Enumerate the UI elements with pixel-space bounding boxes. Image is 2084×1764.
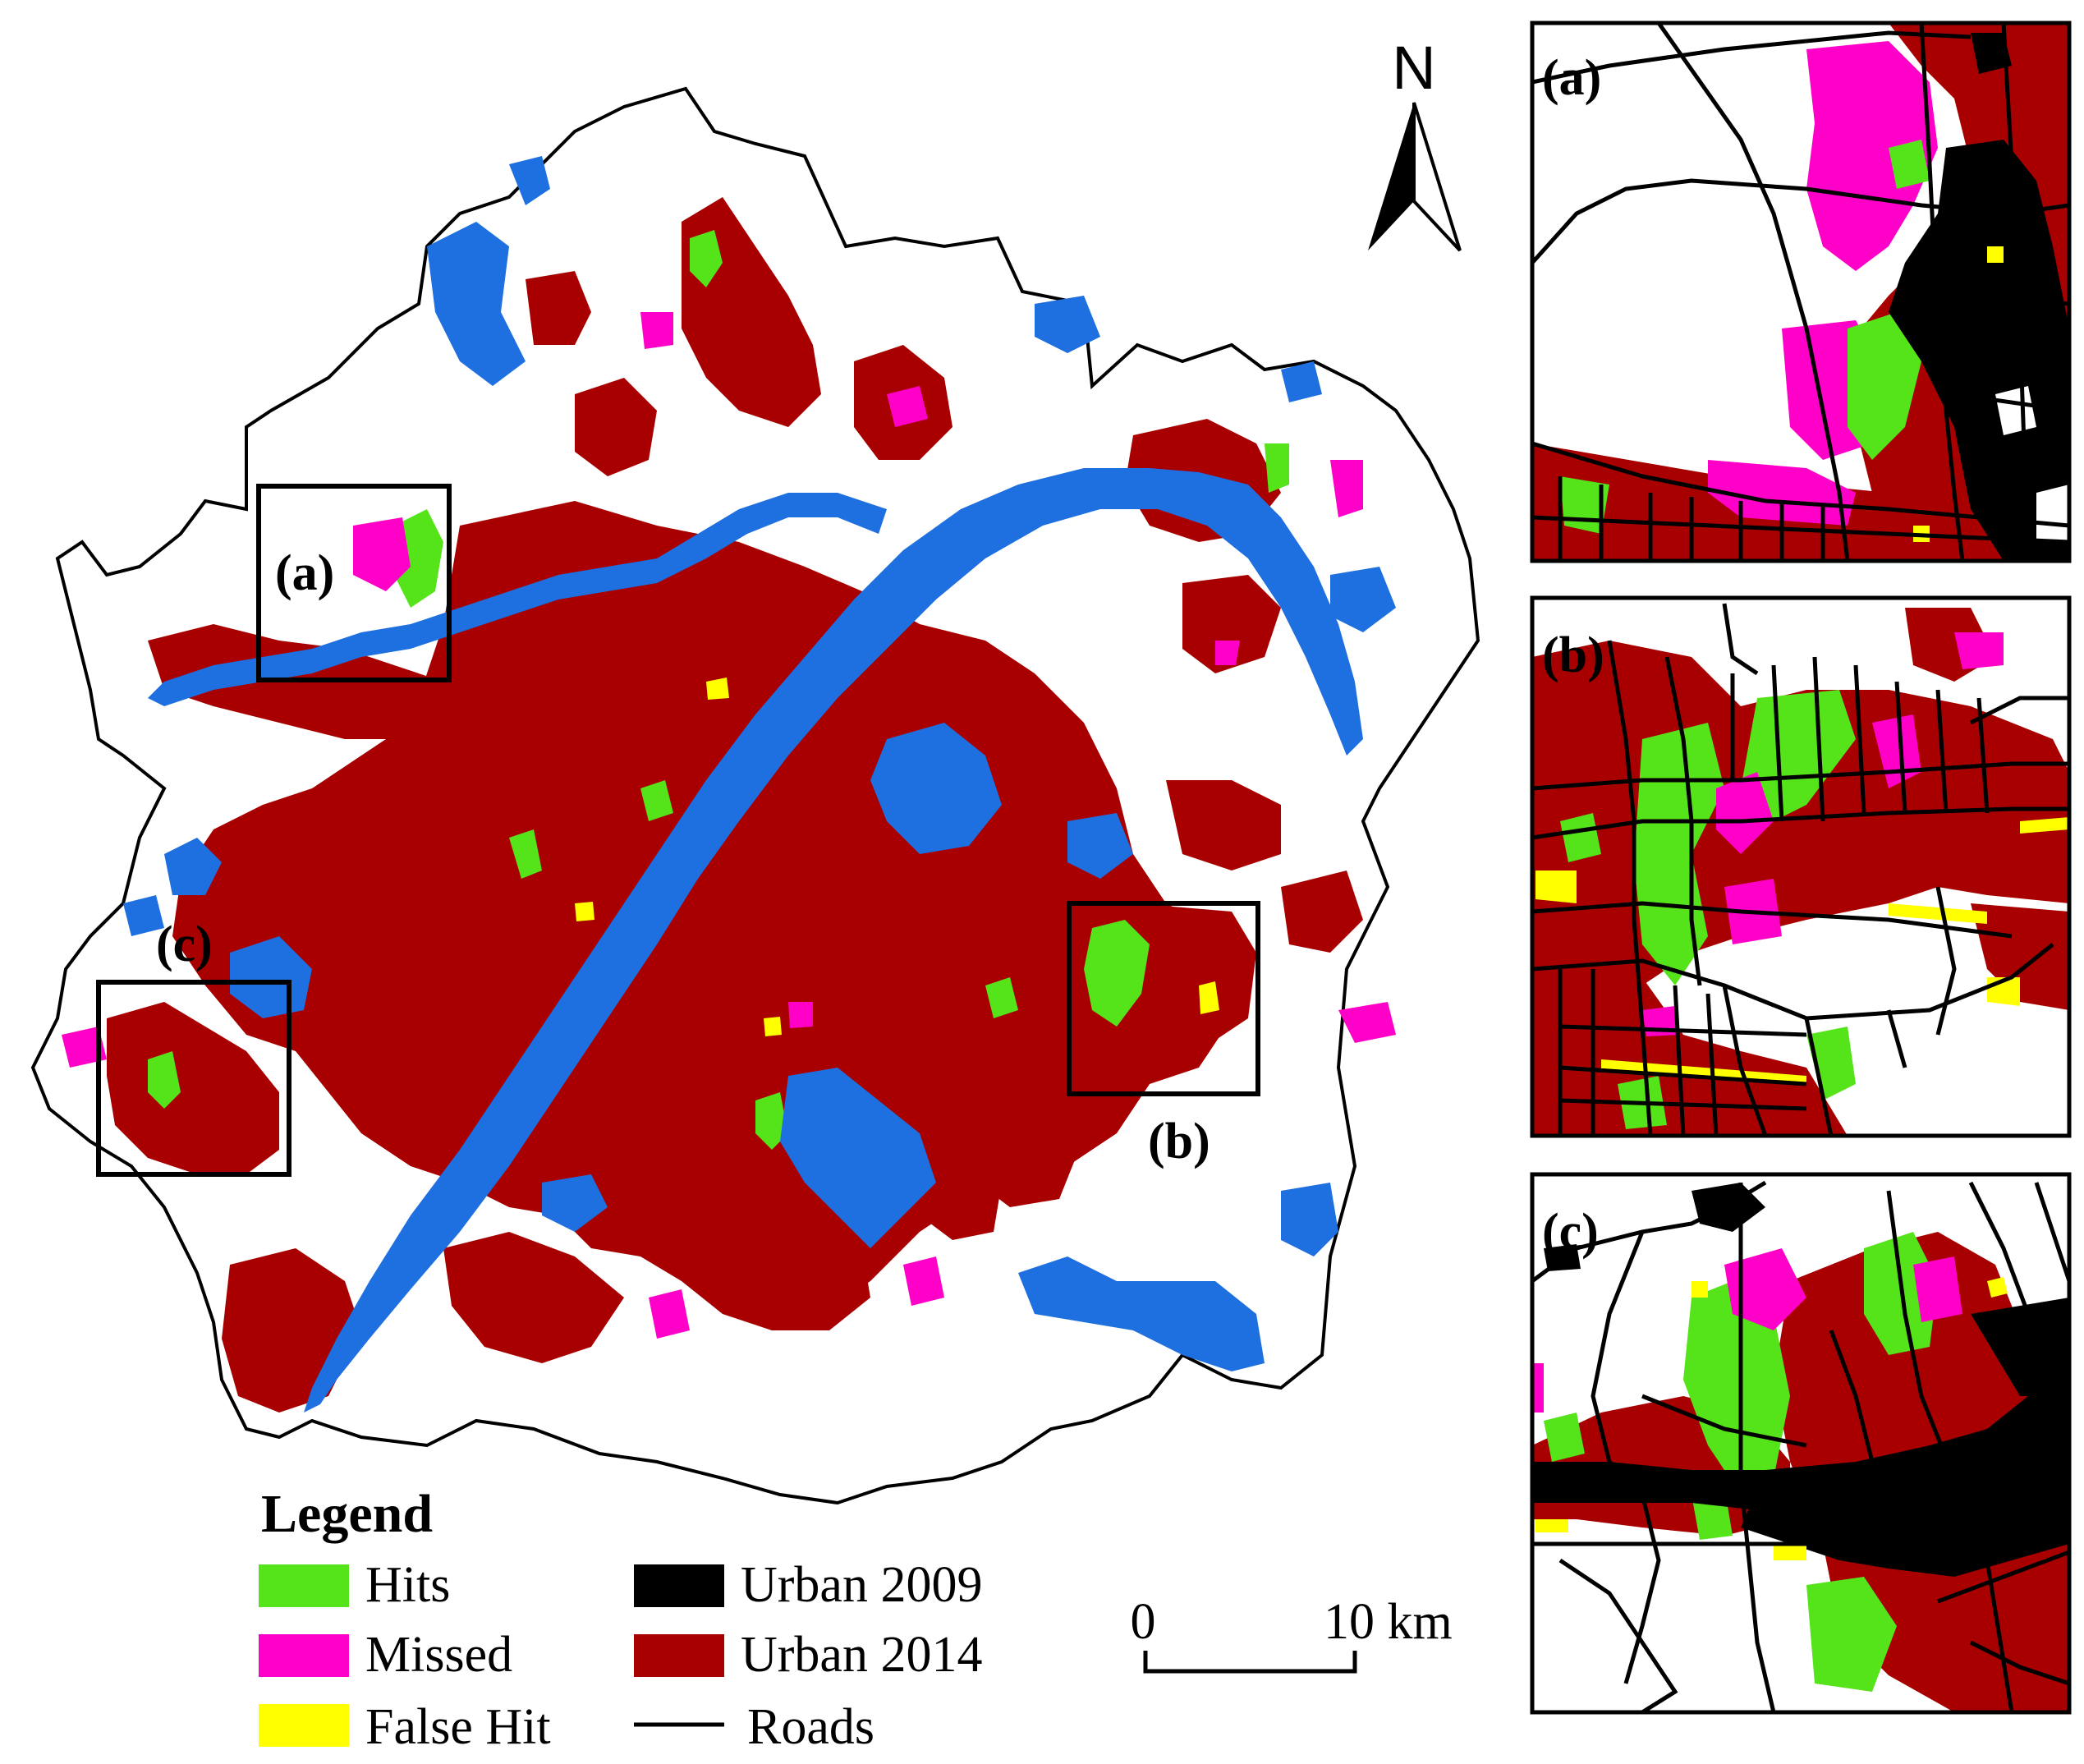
east-lake — [870, 723, 1002, 854]
legend-label-urban-2009: Urban 2009 — [741, 1557, 982, 1613]
urban-2014-areas — [107, 197, 1363, 1413]
north-arrow-right-half — [1412, 102, 1462, 252]
hits-areas — [148, 230, 1289, 1150]
scale-bar: 0 10 km — [1131, 1594, 1453, 1674]
inset-c: (c) — [1530, 1172, 2072, 1715]
north-arrow-left-half — [1368, 103, 1414, 250]
false-hit-areas — [575, 678, 1219, 1036]
inset-frame-b — [1067, 901, 1260, 1096]
han-river — [148, 493, 887, 706]
legend-swatch-urban-2009 — [634, 1564, 724, 1607]
north-label: N — [1392, 34, 1435, 102]
inset-b: (b) — [1530, 595, 2072, 1138]
legend-label-roads: Roads — [747, 1699, 874, 1755]
legend-swatch-false-hit — [259, 1704, 349, 1747]
scale-start-label: 0 — [1131, 1594, 1156, 1650]
inset-a: (a) — [1530, 21, 2072, 563]
water-bodies — [123, 156, 1396, 1413]
legend-label-hits: Hits — [365, 1557, 450, 1613]
legend-swatch-urban-2014 — [634, 1634, 724, 1677]
legend-label-missed: Missed — [365, 1627, 512, 1683]
yangtze-river — [304, 468, 1363, 1413]
main-label-b: (b) — [1148, 1114, 1210, 1169]
legend: Legend Hits Missed False Hit Urban 2009 … — [259, 1484, 982, 1755]
scale-bar-line — [1143, 1651, 1357, 1674]
main-label-a: (a) — [275, 545, 334, 601]
scale-end-label: 10 km — [1324, 1594, 1453, 1650]
tangxun-lake — [780, 1068, 936, 1248]
legend-title: Legend — [261, 1484, 433, 1544]
missed-areas — [62, 312, 1396, 1339]
legend-swatch-missed — [259, 1634, 349, 1677]
main-label-c: (c) — [156, 916, 213, 972]
legend-label-urban-2014: Urban 2014 — [741, 1627, 982, 1683]
legend-label-false-hit: False Hit — [365, 1699, 551, 1755]
main-map: (a) (b) (c) — [30, 86, 1480, 1505]
inset-b-label: (b) — [1542, 627, 1604, 683]
inset-a-label: (a) — [1542, 50, 1601, 106]
legend-swatch-hits — [259, 1564, 349, 1607]
north-arrow: N — [1368, 34, 1462, 252]
inset-frame-c — [96, 980, 291, 1177]
inset-c-label: (c) — [1542, 1204, 1599, 1260]
inset-frame-a — [256, 484, 452, 682]
